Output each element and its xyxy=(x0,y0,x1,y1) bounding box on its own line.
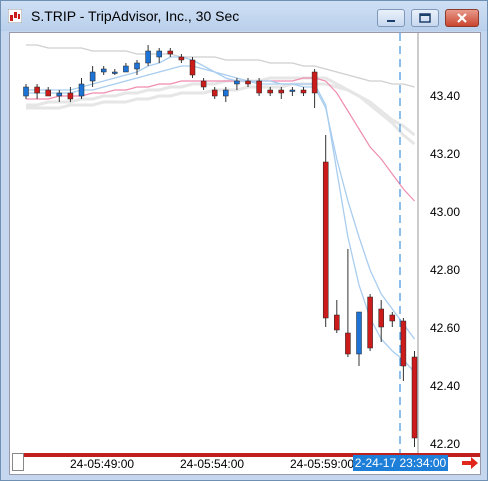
candle xyxy=(300,89,307,94)
candle xyxy=(178,56,185,61)
candle xyxy=(112,71,118,74)
price-tick-label: 42.20 xyxy=(430,437,461,451)
time-scrollbar-track[interactable] xyxy=(24,453,480,457)
moving-average-line xyxy=(26,77,415,202)
candle xyxy=(134,62,140,70)
candle xyxy=(289,89,296,92)
candle xyxy=(123,65,129,73)
price-tick-label: 43.00 xyxy=(430,205,461,219)
candle xyxy=(322,161,329,319)
moving-average-line xyxy=(26,82,416,137)
candle xyxy=(167,50,174,55)
scroll-left-handle[interactable] xyxy=(12,453,24,471)
candle xyxy=(56,92,63,97)
candle xyxy=(156,50,162,58)
time-tick-label: 24-05:59:00 xyxy=(290,457,355,471)
candle xyxy=(189,59,196,76)
moving-average-line xyxy=(26,44,415,88)
price-chart[interactable] xyxy=(10,33,480,453)
candle xyxy=(267,89,273,94)
plot-background xyxy=(10,33,418,453)
candle xyxy=(145,50,151,64)
chart-area[interactable]: 43.40 43.20 43.00 42.80 42.60 42.40 42.2… xyxy=(9,32,481,475)
price-tick-label: 43.40 xyxy=(430,89,461,103)
minimize-icon xyxy=(387,20,395,22)
moving-average-line xyxy=(26,65,415,373)
time-tick-label: 24-05:49:00 xyxy=(70,457,135,471)
candle xyxy=(78,83,85,97)
candle xyxy=(45,89,51,97)
crosshair-time-label: 2-24-17 23:34:00 xyxy=(353,455,448,471)
candle xyxy=(345,332,351,355)
candle xyxy=(367,296,373,349)
candle xyxy=(234,80,240,85)
scroll-right-arrow-icon[interactable] xyxy=(460,455,480,471)
candle xyxy=(378,308,384,328)
minimize-button[interactable] xyxy=(377,9,405,27)
candle xyxy=(89,71,96,82)
candle xyxy=(278,89,285,94)
candle xyxy=(34,86,40,94)
candle xyxy=(245,80,251,85)
close-button[interactable] xyxy=(445,9,479,27)
candle xyxy=(334,314,340,331)
candle xyxy=(23,86,29,97)
candle xyxy=(311,71,318,94)
price-tick-label: 42.60 xyxy=(430,321,461,335)
candle xyxy=(223,89,229,97)
candle xyxy=(400,320,407,367)
maximize-button[interactable] xyxy=(411,9,439,27)
maximize-icon xyxy=(419,13,431,23)
candle xyxy=(200,80,207,88)
title-bar[interactable]: S.TRIP - TripAdvisor, Inc., 30 Sec xyxy=(1,1,487,31)
candle xyxy=(356,311,362,355)
window-title: S.TRIP - TripAdvisor, Inc., 30 Sec xyxy=(31,8,240,24)
price-tick-label: 42.40 xyxy=(430,379,461,393)
candle xyxy=(411,356,418,439)
price-tick-label: 42.80 xyxy=(430,263,461,277)
chart-app-icon xyxy=(8,9,22,23)
price-tick-label: 43.20 xyxy=(430,147,461,161)
moving-average-line xyxy=(26,56,416,340)
candle xyxy=(211,89,218,97)
candle xyxy=(67,92,74,100)
close-icon xyxy=(457,13,467,23)
candle xyxy=(389,314,396,322)
candle xyxy=(100,68,107,73)
candle xyxy=(256,80,262,94)
time-tick-label: 24-05:54:00 xyxy=(180,457,245,471)
